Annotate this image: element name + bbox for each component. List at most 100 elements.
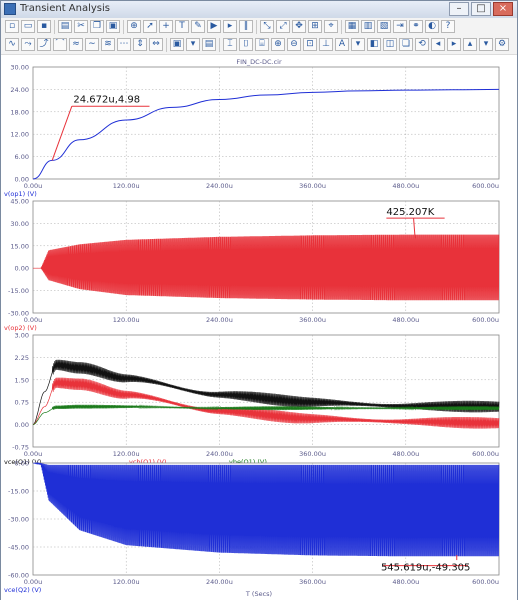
x-tick-label: 360.00u (299, 316, 326, 324)
layout-dropdown-icon[interactable]: ▾ (186, 38, 200, 51)
new-icon[interactable]: ▫ (5, 20, 19, 33)
font-dropdown-icon[interactable]: ▾ (351, 38, 365, 51)
y-tick-label: -30.00 (8, 516, 29, 524)
arrow-right-icon[interactable]: ▸ (447, 38, 461, 51)
pan-icon[interactable]: ✥ (292, 20, 306, 33)
y-tick-label: -45.00 (8, 544, 29, 552)
export-icon[interactable]: ⇥ (393, 20, 407, 33)
toolbar-main: ▫ ▭ ▪ ▤ ✂ ❐ ▣ ⊕ ➚ + T ✎ ▶ ▸ ‖ ⤡ ⤢ ✥ ⊞ ⌖ … (1, 18, 517, 37)
print-icon[interactable]: ▤ (58, 20, 72, 33)
series-line (32, 404, 500, 425)
cursor-a-icon[interactable]: ⌶ (223, 38, 237, 51)
grid-icon[interactable]: ▦ (345, 20, 359, 33)
y-tick-label: -30.00 (8, 310, 29, 318)
zoom-icon[interactable]: ⊕ (127, 20, 141, 33)
curve-style-icon[interactable]: ∼ (85, 38, 99, 51)
close-button[interactable]: × (493, 2, 513, 16)
plot-area[interactable]: FIN_DC-DC.cir T (Secs) 30.00 24.00 18.00 12… (1, 55, 517, 600)
cursor-label: 425.207K (386, 207, 434, 218)
page-icon[interactable]: ▤ (202, 38, 216, 51)
play-icon[interactable]: ▶ (207, 20, 221, 33)
x-axis-title: T (Secs) (245, 590, 272, 598)
copy-icon[interactable]: ❐ (90, 20, 104, 33)
settings-icon[interactable]: ⚙ (495, 38, 509, 51)
magnify-minus-icon[interactable]: ⊖ (287, 38, 301, 51)
cut-icon[interactable]: ✂ (74, 20, 88, 33)
y-tick-label: 0.00 (15, 460, 29, 468)
save-icon[interactable]: ▪ (37, 20, 51, 33)
paste-icon[interactable]: ▣ (106, 20, 120, 33)
cursor-lock-icon[interactable]: ⌸ (255, 38, 269, 51)
layout-icon[interactable]: ▣ (170, 38, 184, 51)
y-tick-label: 0.00 (15, 176, 29, 184)
y-tick-label: 3.00 (15, 332, 29, 340)
y-tick-label: 18.00 (10, 108, 29, 116)
series-line (33, 234, 500, 301)
x-tick-label: 360.00u (299, 578, 326, 586)
maximize-button[interactable]: □ (471, 2, 491, 16)
x-tick-label: 360.00u (299, 450, 326, 458)
curve-icon[interactable]: ∿ (5, 38, 19, 51)
x-tick-label: 240.00u (206, 450, 233, 458)
help-icon[interactable]: ? (441, 20, 455, 33)
layer-icon[interactable]: ◫ (383, 38, 397, 51)
curve-add-icon[interactable]: ⤳ (21, 38, 35, 51)
x-tick-label: 600.00u (472, 182, 499, 190)
x-tick-label: 0.00u (24, 578, 43, 586)
measure-icon[interactable]: ⊞ (308, 20, 322, 33)
y-tick-label: 12.00 (10, 131, 29, 139)
y-tick-label: -15.00 (8, 287, 29, 295)
arrow-down-icon[interactable]: ▾ (479, 38, 493, 51)
axis-icon[interactable]: ⊥ (319, 38, 333, 51)
curve-scale-icon[interactable]: ⇕ (133, 38, 147, 51)
y-tick-label: 6.00 (15, 153, 29, 161)
x-tick-label: 120.00u (113, 578, 140, 586)
x-tick-label: 240.00u (206, 316, 233, 324)
select-icon[interactable]: ➚ (143, 20, 157, 33)
text-tool-icon[interactable]: T (175, 20, 189, 33)
file-label: FIN_DC-DC.cir (236, 58, 282, 66)
copy-plot-icon[interactable]: ❏ (399, 38, 413, 51)
x-tick-label: 600.00u (472, 578, 499, 586)
chart-icon[interactable]: ▧ (377, 20, 391, 33)
y-tick-label: 0.00 (15, 265, 29, 273)
arrow-left-icon[interactable]: ◂ (431, 38, 445, 51)
crosshair-icon[interactable]: + (159, 20, 173, 33)
table-icon[interactable]: ▥ (361, 20, 375, 33)
restore-icon[interactable]: ⟲ (415, 38, 429, 51)
curve-fit-icon[interactable]: ⇔ (149, 38, 163, 51)
x-tick-label: 120.00u (113, 182, 140, 190)
pause-icon[interactable]: ‖ (239, 20, 253, 33)
fit-icon[interactable]: ⊡ (303, 38, 317, 51)
zoom-out-icon[interactable]: ⤡ (260, 20, 274, 33)
zoom-in-icon[interactable]: ⤢ (276, 20, 290, 33)
magnify-plus-icon[interactable]: ⊕ (271, 38, 285, 51)
link-icon[interactable]: ⚭ (409, 20, 423, 33)
curve-point-icon[interactable]: ⋯ (117, 38, 131, 51)
cursor-b-icon[interactable]: ⌷ (239, 38, 253, 51)
curve-delete-icon[interactable]: ⤴ (37, 38, 51, 51)
pen-icon[interactable]: ✎ (191, 20, 205, 33)
fill-icon[interactable]: ◧ (367, 38, 381, 51)
x-tick-label: 600.00u (472, 450, 499, 458)
curve-color-icon[interactable]: ≈ (69, 38, 83, 51)
color-icon[interactable]: ◐ (425, 20, 439, 33)
curve-width-icon[interactable]: ≋ (101, 38, 115, 51)
y-tick-label: -15.00 (8, 488, 29, 496)
y-tick-label: -60.00 (8, 572, 29, 580)
waveform-plots[interactable]: FIN_DC-DC.cir T (Secs) 30.00 24.00 18.00 12… (1, 55, 517, 600)
series-line (32, 377, 500, 429)
minimize-button[interactable]: – (449, 2, 469, 16)
y-tick-label: 30.00 (10, 220, 29, 228)
y-tick-label: 0.00 (15, 421, 29, 429)
font-icon[interactable]: A (335, 38, 349, 51)
x-tick-label: 120.00u (113, 450, 140, 458)
x-tick-label: 480.00u (392, 450, 419, 458)
legend-entry: vbe(Q1) (V) (229, 458, 267, 466)
open-icon[interactable]: ▭ (21, 20, 35, 33)
arrow-up-icon[interactable]: ▴ (463, 38, 477, 51)
curve-hide-icon[interactable]: ⌒ (53, 38, 67, 51)
marker-icon[interactable]: ⌖ (324, 20, 338, 33)
step-icon[interactable]: ▸ (223, 20, 237, 33)
